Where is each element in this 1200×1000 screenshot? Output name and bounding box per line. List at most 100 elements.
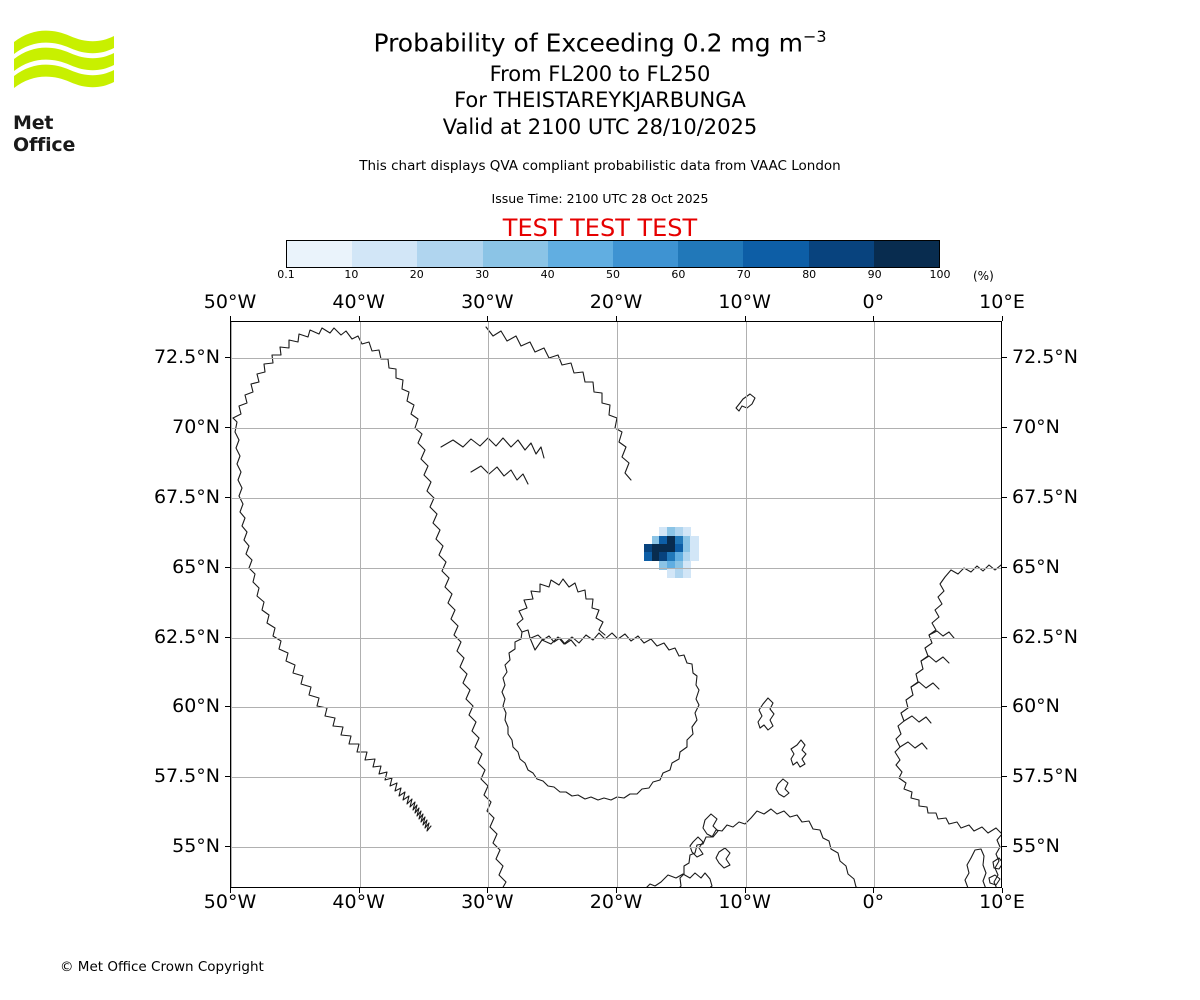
- gridline-lat-70: [231, 428, 1001, 430]
- chart-title-exponent: −3: [802, 27, 827, 46]
- lon-label-50°W: 50°W: [203, 291, 257, 313]
- probability-cell: [674, 552, 684, 562]
- probability-cell: [682, 560, 691, 570]
- probability-cell: [659, 527, 668, 537]
- lat-label-right-67.5°N: 67.5°N: [1012, 485, 1079, 508]
- gridline-lat-62.5: [231, 637, 1001, 639]
- probability-cell: [667, 544, 676, 554]
- colorbar-segment-2: [417, 241, 483, 267]
- lat-label-left-55°N: 55°N: [172, 835, 220, 858]
- lon-label-30°W: 30°W: [461, 891, 514, 913]
- lat-label-left-57.5°N: 57.5°N: [153, 765, 220, 788]
- lon-tick-mark: [1002, 888, 1003, 893]
- lat-tick-mark: [1002, 427, 1007, 429]
- colorbar-tick-0.1: 0.1: [277, 268, 295, 281]
- lon-tick-mark: [487, 888, 489, 893]
- lon-tick-mark: [230, 316, 231, 321]
- lon-label-40°W: 40°W: [332, 291, 385, 313]
- lat-label-right-65°N: 65°N: [1012, 555, 1060, 578]
- lat-label-left-67.5°N: 67.5°N: [153, 485, 220, 508]
- lon-tick-mark: [358, 888, 360, 893]
- probability-cell: [674, 560, 684, 570]
- lat-label-right-57.5°N: 57.5°N: [1012, 765, 1079, 788]
- gridline-lon--30: [488, 322, 490, 887]
- colorbar-segment-1: [352, 241, 418, 267]
- colorbar-tick-80: 80: [802, 268, 817, 281]
- colorbar-tick-40: 40: [540, 268, 555, 281]
- probability-cell: [690, 544, 699, 554]
- test-banner: TEST TEST TEST: [502, 214, 698, 242]
- lat-tick-mark: [225, 636, 230, 638]
- colorbar-segment-9: [873, 241, 940, 267]
- colorbar-segment-7: [743, 241, 809, 267]
- lat-label-right-55°N: 55°N: [1012, 835, 1060, 858]
- colorbar-tick-20: 20: [409, 268, 424, 281]
- lat-tick-mark: [225, 357, 230, 359]
- lat-label-left-62.5°N: 62.5°N: [153, 625, 220, 648]
- probability-cell: [659, 552, 668, 562]
- gridline-lat-67.5: [231, 497, 1001, 499]
- colorbar-segment-4: [547, 241, 614, 267]
- lat-tick-mark: [1002, 776, 1007, 778]
- lon-tick-mark: [744, 316, 746, 321]
- lon-label-20°W: 20°W: [589, 291, 643, 313]
- gridline-lon--10: [745, 322, 747, 887]
- gridline-lon--20: [617, 322, 618, 887]
- lon-tick-mark: [230, 888, 231, 893]
- colorbar-tick-100: 100: [929, 268, 951, 281]
- lon-label-10°W: 10°W: [718, 291, 771, 313]
- probability-cell: [667, 569, 676, 579]
- lon-label-10°E: 10°E: [979, 891, 1025, 913]
- lon-tick-mark: [873, 316, 875, 321]
- colorbar-tick-60: 60: [671, 268, 686, 281]
- probability-cell: [651, 544, 661, 554]
- lon-tick-mark: [873, 888, 875, 893]
- colorbar-segment-0: [287, 241, 353, 267]
- gridline-lat-57.5: [231, 777, 1001, 779]
- lon-tick-mark: [616, 888, 617, 893]
- lat-label-right-60°N: 60°N: [1012, 695, 1060, 718]
- lon-label-10°E: 10°E: [979, 291, 1025, 313]
- probability-cell: [651, 552, 661, 562]
- lat-tick-mark: [225, 496, 230, 498]
- lat-label-left-60°N: 60°N: [172, 695, 220, 718]
- gridline-lat-72.5: [231, 358, 1001, 360]
- map-plot-area[interactable]: [230, 321, 1002, 888]
- probability-cell: [644, 544, 653, 554]
- lon-label-10°W: 10°W: [718, 891, 771, 913]
- colorbar-segment-3: [482, 241, 548, 267]
- valid-time-line: Valid at 2100 UTC 28/10/2025: [442, 115, 758, 139]
- lon-tick-mark: [358, 316, 360, 321]
- colorbar-tick-30: 30: [475, 268, 490, 281]
- lon-label-0°: 0°: [862, 291, 885, 313]
- probability-cell: [651, 535, 661, 545]
- lon-tick-mark: [1002, 316, 1003, 321]
- lat-label-left-70°N: 70°N: [172, 416, 220, 439]
- probability-cell: [682, 544, 691, 554]
- lat-label-right-72.5°N: 72.5°N: [1012, 346, 1079, 369]
- lon-tick-mark: [744, 888, 746, 893]
- probability-cell: [674, 535, 684, 545]
- gridline-lon--50: [231, 322, 232, 887]
- met-office-logo: Met Office: [10, 26, 120, 156]
- lon-label-0°: 0°: [862, 891, 885, 913]
- colorbar: [286, 240, 940, 268]
- lat-tick-mark: [225, 566, 230, 568]
- colorbar-gradient: [286, 240, 940, 268]
- colorbar-segment-8: [808, 241, 874, 267]
- probability-cell: [682, 527, 691, 537]
- gridline-lon-0: [874, 322, 876, 887]
- probability-cell: [667, 552, 676, 562]
- probability-cell: [674, 527, 684, 537]
- probability-cell: [682, 569, 691, 579]
- coastline-layer: [232, 326, 1001, 887]
- probability-cell: [674, 569, 684, 579]
- lat-label-right-62.5°N: 62.5°N: [1012, 625, 1079, 648]
- lat-tick-mark: [225, 776, 230, 778]
- lat-tick-mark: [225, 846, 230, 848]
- probability-cell: [667, 560, 676, 570]
- gridline-lat-60: [231, 707, 1001, 709]
- gridline-lon--40: [359, 322, 361, 887]
- lat-tick-mark: [225, 427, 230, 429]
- probability-cell: [667, 535, 676, 545]
